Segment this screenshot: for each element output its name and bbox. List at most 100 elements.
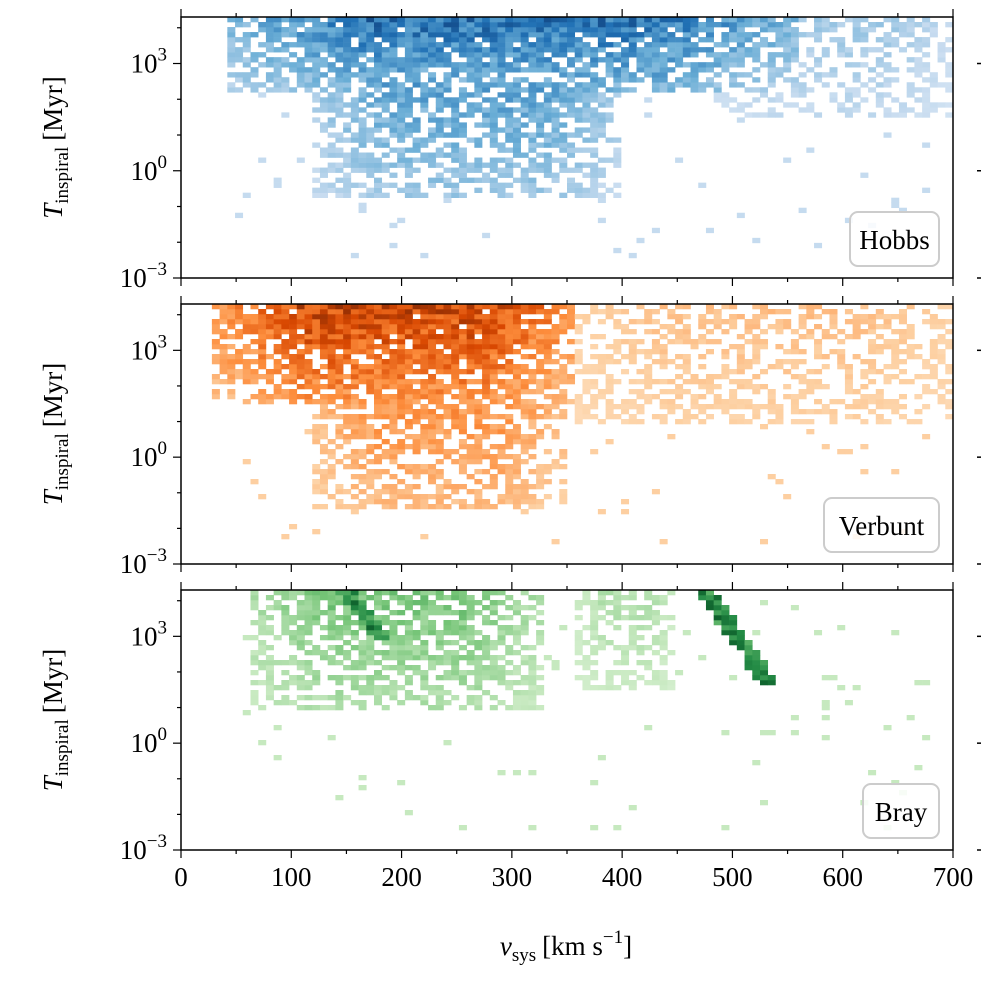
heatmap-cell	[428, 22, 437, 28]
heatmap-cell	[705, 319, 714, 325]
heatmap-cell	[559, 374, 568, 380]
heatmap-cell	[350, 22, 359, 28]
heatmap-cell	[582, 389, 591, 395]
heatmap-cell	[752, 374, 761, 380]
heatmap-cell	[536, 434, 545, 440]
heatmap-cell	[397, 364, 406, 370]
heatmap-cell	[628, 42, 637, 48]
heatmap-cell	[505, 494, 514, 500]
heatmap-cell	[250, 374, 259, 380]
heatmap-cell	[420, 394, 429, 400]
heatmap-cell	[466, 344, 475, 350]
heatmap-cell	[798, 359, 807, 365]
heatmap-cell	[428, 424, 437, 430]
heatmap-cell	[551, 27, 560, 33]
heatmap-cell	[628, 27, 637, 33]
heatmap-cell	[374, 82, 383, 88]
heatmap-cell	[219, 329, 228, 335]
heatmap-cell	[520, 499, 529, 505]
heatmap-cell	[443, 504, 452, 510]
heatmap-cell	[381, 334, 390, 340]
heatmap-cell	[482, 37, 491, 43]
heatmap-cell	[466, 409, 475, 415]
heatmap-cell	[536, 82, 545, 88]
heatmap-cell	[451, 67, 460, 73]
heatmap-cell	[574, 182, 583, 188]
heatmap-cell	[420, 319, 429, 325]
heatmap-cell	[435, 152, 444, 158]
heatmap-cell	[343, 489, 352, 495]
heatmap-cell	[505, 404, 514, 410]
heatmap-cell	[273, 329, 282, 335]
heatmap-cell	[435, 27, 444, 33]
heatmap-cell	[412, 62, 421, 68]
heatmap-cell	[644, 27, 653, 33]
heatmap-cell	[729, 22, 738, 28]
heatmap-cell	[868, 324, 877, 330]
heatmap-cell	[474, 142, 483, 148]
heatmap-cell	[435, 655, 444, 661]
heatmap-cell	[312, 32, 321, 38]
heatmap-cell	[451, 630, 460, 636]
heatmap-cell	[489, 464, 498, 470]
heatmap-cell	[543, 374, 552, 380]
heatmap-cell	[814, 369, 823, 375]
heatmap-cell	[929, 324, 938, 330]
heatmap-cell	[451, 172, 460, 178]
heatmap-cell	[505, 419, 514, 425]
heatmap-cell	[644, 62, 653, 68]
heatmap-cell	[536, 359, 545, 365]
heatmap-cell	[574, 349, 583, 355]
heatmap-cell	[389, 374, 398, 380]
heatmap-cell	[319, 309, 328, 315]
heatmap-cell	[381, 107, 390, 113]
heatmap-cell	[590, 625, 599, 631]
heatmap-cell	[528, 444, 537, 450]
heatmap-cell	[551, 172, 560, 178]
heatmap-cell	[350, 595, 359, 601]
heatmap-cell	[898, 379, 907, 385]
heatmap-cell	[528, 605, 537, 611]
heatmap-cell	[590, 32, 599, 38]
heatmap-cell	[752, 42, 761, 48]
heatmap-cell	[543, 409, 552, 415]
heatmap-cell	[806, 314, 815, 320]
heatmap-cell	[891, 359, 900, 365]
heatmap-cell	[752, 675, 761, 681]
heatmap-cell	[536, 404, 545, 410]
heatmap-cell	[682, 37, 691, 43]
heatmap-cell	[443, 354, 452, 360]
heatmap-cell	[790, 102, 799, 108]
heatmap-cell	[520, 434, 529, 440]
heatmap-cell	[651, 77, 660, 83]
heatmap-cell	[590, 147, 599, 153]
heatmap-cell	[428, 152, 437, 158]
heatmap-cell	[227, 309, 236, 315]
heatmap-cell	[636, 605, 645, 611]
heatmap-cell	[474, 444, 483, 450]
heatmap-cell	[651, 57, 660, 63]
heatmap-cell	[227, 82, 236, 88]
heatmap-cell	[466, 22, 475, 28]
heatmap-cell	[451, 42, 460, 48]
heatmap-cell	[265, 399, 274, 405]
heatmap-cell	[536, 142, 545, 148]
heatmap-cell	[273, 344, 282, 350]
heatmap-cell	[682, 22, 691, 28]
heatmap-cell	[636, 17, 645, 23]
heatmap-cell	[651, 489, 660, 495]
heatmap-cell	[497, 22, 506, 28]
heatmap-cell	[528, 147, 537, 153]
heatmap-cell	[868, 27, 877, 33]
heatmap-cell	[906, 349, 915, 355]
heatmap-cell	[327, 595, 336, 601]
heatmap-cell	[350, 429, 359, 435]
heatmap-cell	[744, 640, 753, 646]
heatmap-cell	[327, 354, 336, 360]
heatmap-cell	[304, 660, 313, 666]
heatmap-cell	[667, 42, 676, 48]
heatmap-cell	[412, 449, 421, 455]
heatmap-cell	[389, 57, 398, 63]
heatmap-cell	[420, 444, 429, 450]
heatmap-cell	[389, 494, 398, 500]
